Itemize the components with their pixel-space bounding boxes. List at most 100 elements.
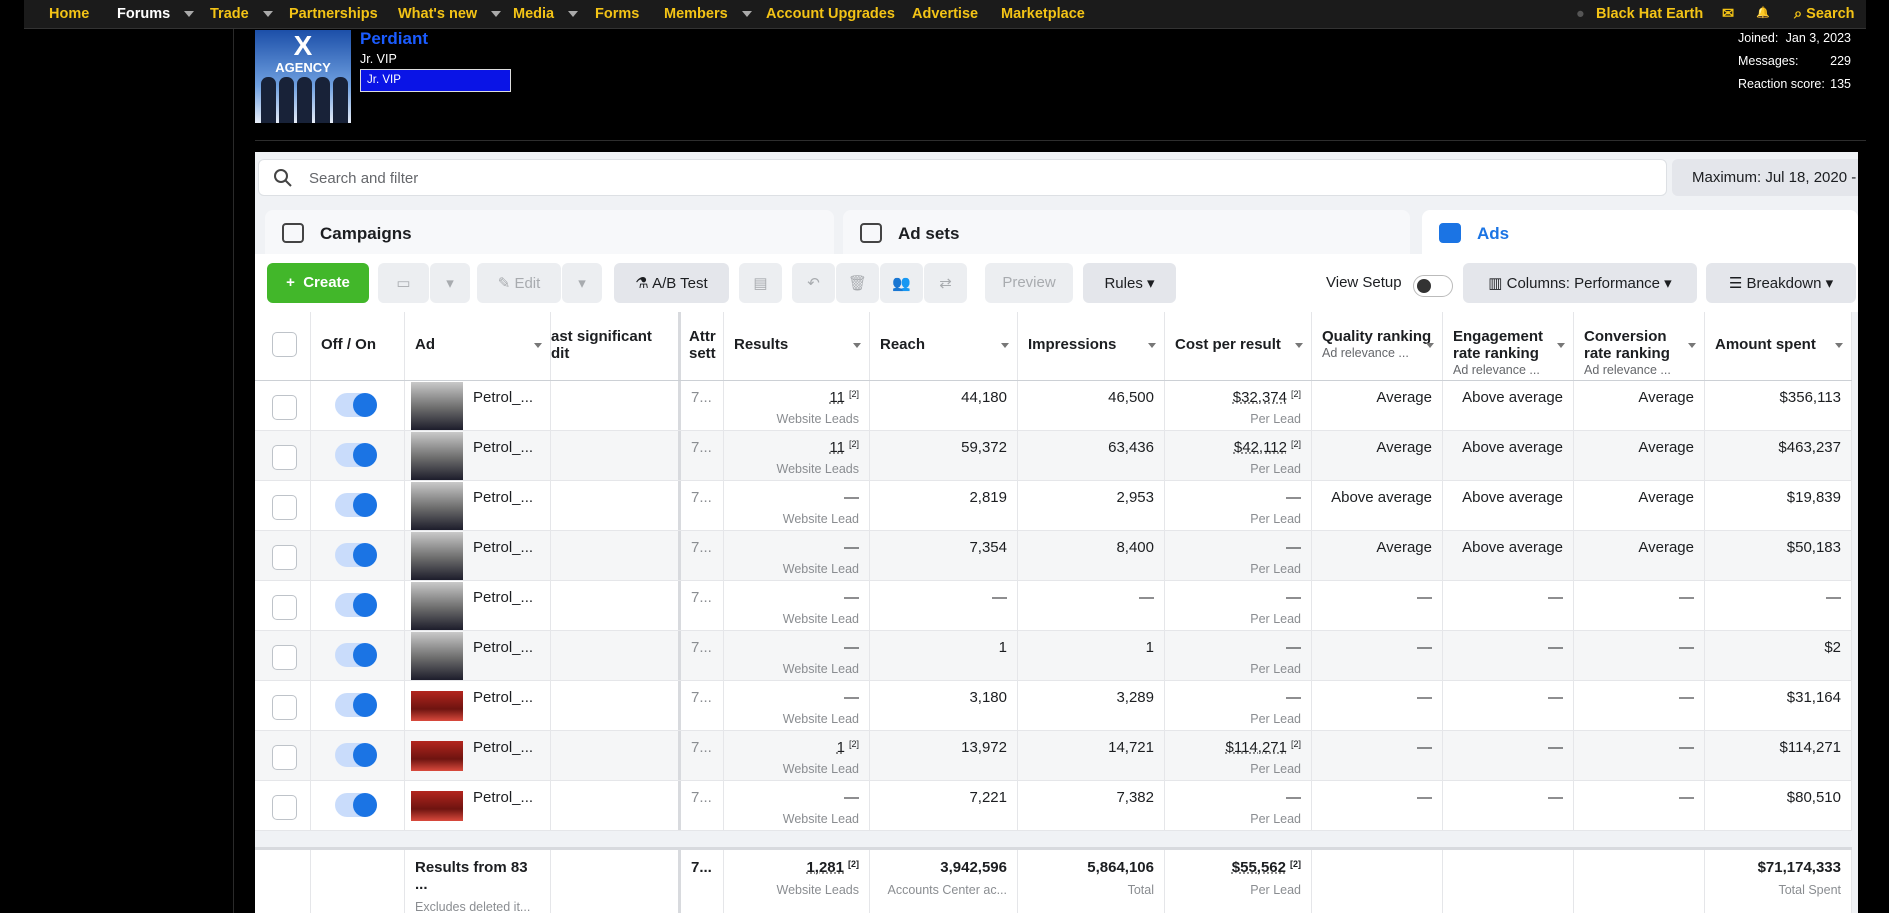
username[interactable]: Perdiant — [360, 29, 429, 48]
cell-value: — — [1548, 789, 1563, 806]
header-cell[interactable]: Amount spent — [1705, 312, 1852, 380]
row-checkbox[interactable] — [272, 445, 297, 470]
ad-name[interactable]: Petrol_... — [473, 689, 534, 706]
on-off-toggle[interactable] — [335, 643, 377, 667]
nav-link[interactable]: Account Upgrades — [766, 6, 895, 22]
row-checkbox[interactable] — [272, 695, 297, 720]
row-checkbox[interactable] — [272, 495, 297, 520]
header-cell[interactable]: Cost per result — [1165, 312, 1312, 380]
nav-link[interactable]: Forums — [117, 6, 171, 22]
undo-button[interactable]: ↶ — [792, 263, 835, 303]
row-checkbox[interactable] — [272, 595, 297, 620]
nav-link[interactable]: Forms — [595, 6, 640, 22]
create-button[interactable]: + Create — [267, 263, 369, 303]
header-cell[interactable]: Impressions — [1018, 312, 1165, 380]
breakdown-button[interactable]: ☰ Breakdown ▾ — [1706, 263, 1856, 303]
row-checkbox[interactable] — [272, 395, 297, 420]
tab-label: Ads — [1477, 224, 1510, 243]
cell — [311, 631, 405, 680]
header-cell[interactable]: Engagement rate ranking Ad relevance ... — [1443, 312, 1574, 380]
dropdown-button[interactable]: ▾ — [562, 263, 602, 303]
cell: 59,372 — [870, 431, 1018, 480]
on-off-toggle[interactable] — [335, 693, 377, 717]
cell: — — [1574, 731, 1705, 780]
ad-name[interactable]: Petrol_... — [473, 439, 534, 456]
cell-value: 11 — [829, 389, 845, 406]
nav-link[interactable]: Trade — [210, 6, 249, 22]
select-all-checkbox[interactable] — [272, 332, 297, 357]
ad-name[interactable]: Petrol_... — [473, 389, 534, 406]
header-cell[interactable]: ast significant dit — [551, 312, 681, 380]
nav-link[interactable]: Partnerships — [289, 6, 378, 22]
compare-button[interactable]: ⇄ — [924, 263, 967, 303]
clipboard-button[interactable]: ▤ — [739, 263, 782, 303]
view-setup-toggle[interactable] — [1413, 275, 1453, 297]
nav-caret[interactable] — [184, 11, 194, 17]
header-cell[interactable]: Off / On — [311, 312, 405, 380]
nav-caret[interactable] — [742, 11, 752, 17]
cell-value: Above average — [1462, 389, 1563, 406]
alerts-icon[interactable]: 🔔 — [1756, 7, 1770, 19]
nav-link[interactable]: Members — [664, 6, 728, 22]
on-off-toggle[interactable] — [335, 443, 377, 467]
nav-link[interactable]: Media — [513, 6, 555, 22]
duplicate-button[interactable]: ▭ — [378, 263, 429, 303]
row-checkbox[interactable] — [272, 645, 297, 670]
header-cell[interactable]: Attr sett — [681, 312, 724, 380]
ad-thumbnail — [411, 691, 463, 721]
rules-button[interactable]: Rules ▾ — [1083, 263, 1176, 303]
cell-value: Average — [1376, 389, 1432, 406]
nav-caret[interactable] — [491, 11, 501, 17]
ad-name[interactable]: Petrol_... — [473, 739, 534, 756]
cell: — — [1574, 631, 1705, 680]
share-button[interactable]: 👥 — [880, 263, 923, 303]
nav-caret[interactable] — [263, 11, 273, 17]
ad-name[interactable]: Petrol_... — [473, 539, 534, 556]
ad-name[interactable]: Petrol_... — [473, 789, 534, 806]
cell-value: 7... — [691, 739, 712, 756]
search-bar[interactable]: Search and filter — [258, 159, 1667, 196]
date-range[interactable]: Maximum: Jul 18, 2020 - — [1672, 159, 1858, 196]
search-link[interactable]: ⌕ Search — [1794, 6, 1855, 22]
ad-name[interactable]: Petrol_... — [473, 589, 534, 606]
nav-link[interactable]: What's new — [398, 6, 478, 22]
header-cell[interactable]: Reach — [870, 312, 1018, 380]
preview-button[interactable]: Preview — [985, 263, 1073, 303]
nav-caret[interactable] — [568, 11, 578, 17]
tab[interactable]: Ad sets — [843, 210, 1410, 256]
on-off-toggle[interactable] — [335, 393, 377, 417]
cell: — — [1443, 781, 1574, 830]
cell-value: 44,180 — [961, 389, 1007, 406]
row-checkbox[interactable] — [272, 545, 297, 570]
delete-button[interactable]: 🗑 — [836, 263, 879, 303]
header-cell[interactable]: Quality ranking Ad relevance ... — [1312, 312, 1443, 380]
ad-name[interactable]: Petrol_... — [473, 639, 534, 656]
row-checkbox[interactable] — [272, 745, 297, 770]
on-off-toggle[interactable] — [335, 743, 377, 767]
header-cell[interactable]: Conversion rate ranking Ad relevance ... — [1574, 312, 1705, 380]
row-checkbox[interactable] — [272, 795, 297, 820]
nav-link[interactable]: Marketplace — [1001, 6, 1085, 22]
header-cell[interactable]: Ad — [405, 312, 551, 380]
ab-test-button[interactable]: ⚗ A/B Test — [614, 263, 729, 303]
inbox-icon[interactable]: ✉ — [1722, 6, 1735, 22]
on-off-toggle[interactable] — [335, 543, 377, 567]
dropdown-button[interactable]: ▾ — [430, 263, 470, 303]
site-link[interactable]: Black Hat Earth — [1596, 6, 1704, 22]
on-off-toggle[interactable] — [335, 493, 377, 517]
cell-value: Average — [1638, 389, 1694, 406]
nav-link[interactable]: Home — [49, 6, 90, 22]
cell-sub: Total — [1127, 883, 1154, 897]
tab[interactable]: Ads — [1422, 210, 1858, 256]
tab[interactable]: Campaigns — [265, 210, 834, 256]
on-off-toggle[interactable] — [335, 593, 377, 617]
cell-value: 7... — [691, 859, 712, 876]
ad-name[interactable]: Petrol_... — [473, 489, 534, 506]
columns-button[interactable]: ▥ Columns: Performance ▾ — [1463, 263, 1697, 303]
cell: Average — [1312, 381, 1443, 430]
edit-button[interactable]: ✎ Edit — [477, 263, 561, 303]
on-off-toggle[interactable] — [335, 793, 377, 817]
nav-link[interactable]: Advertise — [912, 6, 979, 22]
header-cell[interactable]: Results — [724, 312, 870, 380]
avatar[interactable]: X AGENCY — [255, 30, 351, 123]
